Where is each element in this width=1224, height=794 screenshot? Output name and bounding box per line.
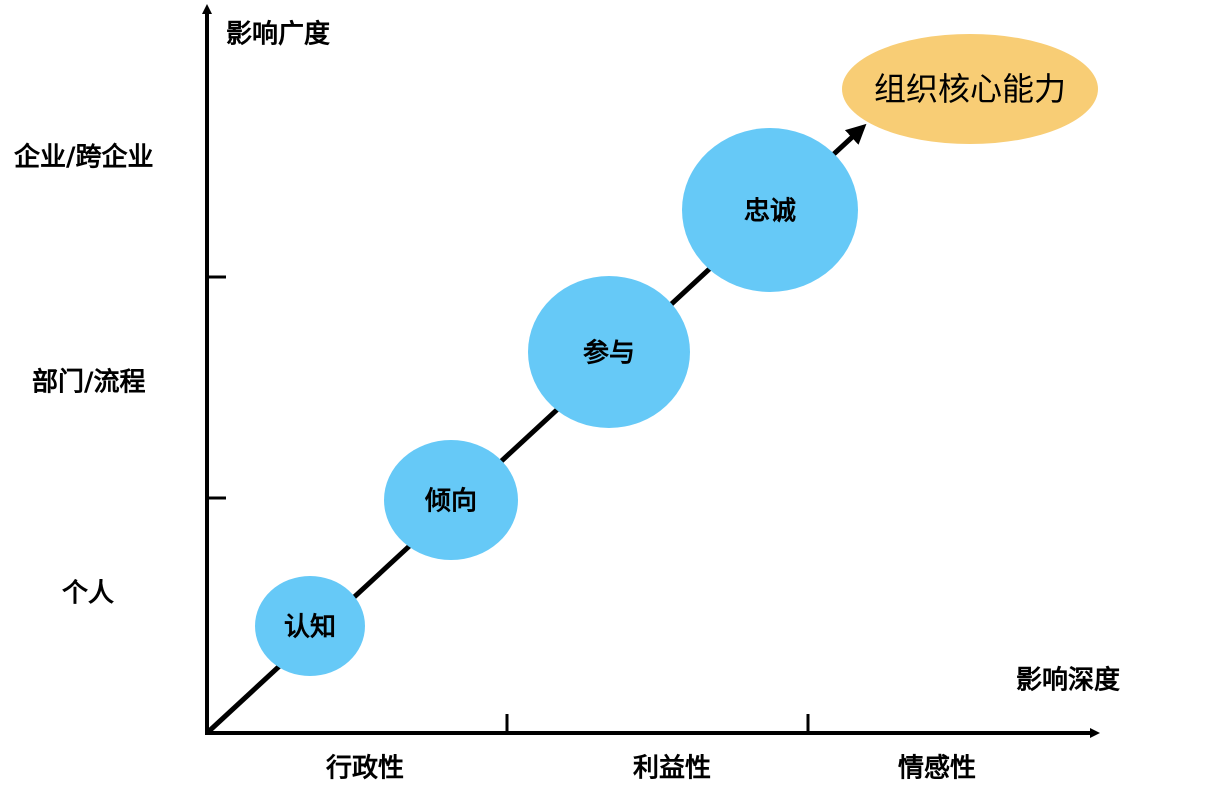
x-level-label: 情感性: [898, 754, 976, 784]
node-circle: [682, 128, 858, 292]
node-label: 参与: [583, 338, 635, 369]
y-level-label: 个人: [62, 579, 114, 609]
node-label: 忠诚: [744, 197, 796, 227]
node-label: 认知: [284, 613, 336, 643]
node-label: 倾向: [424, 486, 477, 517]
node-circle: [255, 576, 365, 676]
x-level-label: 行政性: [325, 753, 404, 784]
x-axis-title: 影响深度: [1016, 665, 1120, 696]
y-level-label: 企业/跨企业: [14, 142, 154, 173]
y-axis-title: 影响广度: [226, 19, 330, 50]
x-level-label: 利益性: [633, 754, 711, 784]
node-circle: [528, 276, 690, 428]
y-level-label: 部门/流程: [32, 368, 146, 398]
node-circle: [384, 440, 518, 560]
goal-label: 组织核心能力: [874, 70, 1066, 108]
goal-ellipse: [842, 34, 1098, 144]
